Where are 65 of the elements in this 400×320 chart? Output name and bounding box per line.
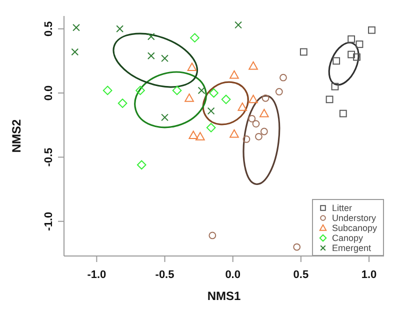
y-tick-label: -1.0 <box>43 212 55 231</box>
point <box>348 35 356 43</box>
point <box>184 93 194 102</box>
point <box>147 52 155 60</box>
point <box>275 88 283 96</box>
point <box>72 24 80 32</box>
point <box>368 26 376 34</box>
x-axis-title: NMS1 <box>207 289 241 303</box>
legend-label: Emergent <box>332 243 371 253</box>
point <box>356 40 364 48</box>
point <box>248 94 258 104</box>
x-tick-label: 0.5 <box>293 268 309 281</box>
point <box>207 107 215 115</box>
point <box>248 61 258 70</box>
point <box>118 98 128 108</box>
point <box>208 232 216 240</box>
point <box>300 48 308 56</box>
y-tick-label: 0.5 <box>43 21 55 36</box>
point <box>187 62 197 72</box>
point <box>280 74 287 82</box>
point <box>209 88 218 98</box>
point <box>293 243 301 251</box>
y-tick-label: 0.0 <box>43 85 55 101</box>
point <box>331 82 339 90</box>
point <box>230 129 239 138</box>
point <box>116 25 124 33</box>
point <box>161 114 168 122</box>
point <box>71 48 79 56</box>
point <box>161 54 168 62</box>
point <box>262 94 270 102</box>
point <box>348 50 356 58</box>
point <box>136 86 145 96</box>
legend-label: Canopy <box>332 233 363 243</box>
point <box>248 114 256 122</box>
point <box>242 136 250 143</box>
point <box>252 120 260 128</box>
point <box>190 33 200 42</box>
legend-label: Subcanopy <box>332 223 377 233</box>
point <box>147 32 155 40</box>
x-tick-label: 1.0 <box>361 268 377 281</box>
x-tick-label: -0.5 <box>155 268 174 281</box>
point <box>172 86 182 96</box>
x-tick-label: -1.0 <box>87 268 106 281</box>
point <box>260 108 269 118</box>
point <box>326 96 334 104</box>
point <box>255 132 262 140</box>
point <box>234 21 242 29</box>
point <box>221 94 231 104</box>
point <box>136 160 146 170</box>
legend-label: Litter <box>332 203 352 213</box>
x-tick-label: 0.0 <box>225 268 240 281</box>
point <box>188 130 198 140</box>
point <box>339 110 347 118</box>
point <box>332 57 340 65</box>
point <box>196 132 205 140</box>
point <box>206 123 216 132</box>
point <box>230 70 239 79</box>
point <box>102 86 112 96</box>
y-tick-label: -0.5 <box>43 148 55 167</box>
legend-label: Understory <box>332 213 376 223</box>
point <box>260 128 268 136</box>
point <box>353 53 360 61</box>
point <box>238 102 248 111</box>
y-axis-title: NMS2 <box>9 119 24 153</box>
point <box>198 86 206 94</box>
